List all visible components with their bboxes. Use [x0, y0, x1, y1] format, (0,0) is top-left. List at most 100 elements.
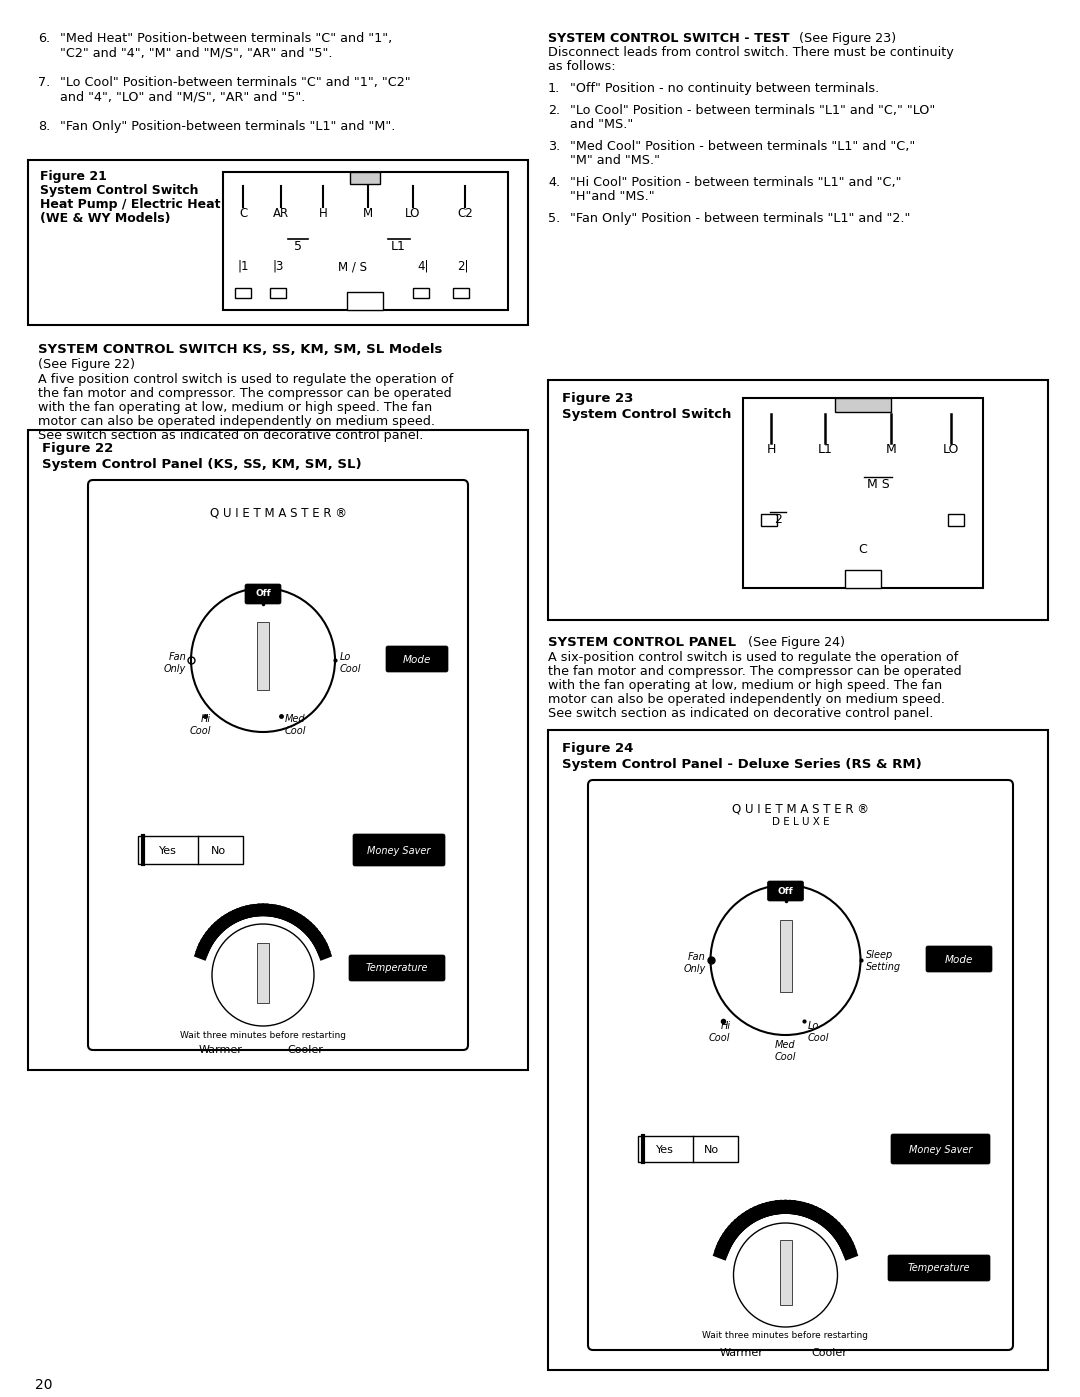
Bar	[413, 288, 429, 298]
Text: Med: Med	[285, 714, 306, 724]
Bar	[835, 398, 891, 412]
Text: Cool: Cool	[808, 1032, 829, 1044]
Text: (See Figure 24): (See Figure 24)	[744, 636, 845, 650]
Text: L1: L1	[391, 240, 405, 253]
Ellipse shape	[212, 923, 314, 1025]
Text: C: C	[859, 543, 867, 556]
Text: "C2" and "4", "M" and "M/S", "AR" and "5".: "C2" and "4", "M" and "M/S", "AR" and "5…	[60, 46, 333, 59]
Text: as follows:: as follows:	[548, 60, 616, 73]
Text: H: H	[319, 207, 327, 219]
Text: 2: 2	[774, 513, 782, 527]
Text: "Lo Cool" Position - between terminals "L1" and "C," "LO": "Lo Cool" Position - between terminals "…	[570, 103, 935, 117]
Text: No: No	[211, 847, 226, 856]
Text: LO: LO	[943, 443, 959, 455]
Bar	[780, 921, 792, 992]
Text: System Control Switch: System Control Switch	[562, 408, 731, 420]
Text: 4|: 4|	[417, 260, 429, 272]
Text: SYSTEM CONTROL SWITCH - TEST: SYSTEM CONTROL SWITCH - TEST	[548, 32, 789, 45]
Text: Cool: Cool	[340, 664, 362, 673]
Text: 6.: 6.	[38, 32, 50, 45]
Text: "Fan Only" Position - between terminals "L1" and "2.": "Fan Only" Position - between terminals …	[570, 212, 910, 225]
Text: Yes: Yes	[159, 847, 177, 856]
Text: 8.: 8.	[38, 120, 51, 133]
FancyBboxPatch shape	[768, 882, 804, 901]
Text: Q U I E T M A S T E R ®: Q U I E T M A S T E R ®	[732, 803, 869, 816]
Bar	[350, 172, 380, 184]
Text: M / S: M / S	[338, 260, 367, 272]
Text: SYSTEM CONTROL PANEL: SYSTEM CONTROL PANEL	[548, 636, 737, 650]
Bar	[235, 288, 251, 298]
Text: and "MS.": and "MS."	[570, 117, 633, 131]
Text: (See Figure 23): (See Figure 23)	[795, 32, 896, 45]
Text: Temperature: Temperature	[908, 1263, 970, 1273]
Bar	[138, 835, 243, 863]
Bar	[761, 514, 777, 527]
FancyBboxPatch shape	[588, 780, 1013, 1350]
Text: Off: Off	[255, 590, 271, 598]
Text: "Hi Cool" Position - between terminals "L1" and "C,": "Hi Cool" Position - between terminals "…	[570, 176, 902, 189]
FancyBboxPatch shape	[386, 645, 448, 672]
Text: 3.: 3.	[548, 140, 561, 154]
Text: M S: M S	[866, 478, 889, 490]
Text: 7.: 7.	[38, 75, 51, 89]
Text: "H"and "MS.": "H"and "MS."	[570, 190, 654, 203]
Text: "Lo Cool" Position-between terminals "C" and "1", "C2": "Lo Cool" Position-between terminals "C"…	[60, 75, 410, 89]
FancyBboxPatch shape	[353, 834, 445, 866]
Ellipse shape	[733, 1222, 837, 1327]
FancyBboxPatch shape	[926, 946, 993, 972]
Text: the fan motor and compressor. The compressor can be operated: the fan motor and compressor. The compre…	[38, 387, 451, 400]
Text: Mode: Mode	[403, 655, 431, 665]
Text: Cool: Cool	[708, 1032, 730, 1044]
Text: SYSTEM CONTROL SWITCH KS, SS, KM, SM, SL Models: SYSTEM CONTROL SWITCH KS, SS, KM, SM, SL…	[38, 344, 443, 356]
Text: Disconnect leads from control switch. There must be continuity: Disconnect leads from control switch. Th…	[548, 46, 954, 59]
Text: 1.: 1.	[548, 82, 561, 95]
Bar	[548, 731, 1048, 1370]
Text: Money Saver: Money Saver	[367, 847, 431, 856]
Text: System Control Panel (KS, SS, KM, SM, SL): System Control Panel (KS, SS, KM, SM, SL…	[42, 458, 362, 471]
FancyBboxPatch shape	[888, 1255, 990, 1281]
Text: C2: C2	[457, 207, 473, 219]
Text: Figure 23: Figure 23	[562, 393, 633, 405]
Bar	[948, 514, 964, 527]
Text: Lo: Lo	[808, 1021, 819, 1031]
Text: Figure 21: Figure 21	[40, 170, 107, 183]
Text: Money Saver: Money Saver	[909, 1146, 973, 1155]
Text: "Med Heat" Position-between terminals "C" and "1",: "Med Heat" Position-between terminals "C…	[60, 32, 392, 45]
Text: 20: 20	[35, 1377, 53, 1391]
Bar	[28, 161, 528, 326]
Text: Mode: Mode	[945, 956, 973, 965]
Text: Cooler: Cooler	[287, 1045, 323, 1055]
Bar	[270, 288, 286, 298]
Text: and "4", "LO" and "M/S", "AR" and "5".: and "4", "LO" and "M/S", "AR" and "5".	[60, 89, 306, 103]
Text: (WE & WY Models): (WE & WY Models)	[40, 212, 171, 225]
Ellipse shape	[711, 886, 861, 1035]
Text: Only: Only	[164, 664, 186, 673]
Text: 5.: 5.	[548, 212, 561, 225]
Text: D E L U X E: D E L U X E	[772, 817, 829, 827]
Text: Warmer: Warmer	[719, 1348, 764, 1358]
Text: System Control Switch: System Control Switch	[40, 184, 199, 197]
Text: LO: LO	[405, 207, 421, 219]
Text: Sleep: Sleep	[865, 950, 893, 960]
Bar	[222, 172, 508, 310]
Bar	[453, 288, 469, 298]
Text: Lo: Lo	[340, 652, 351, 662]
Text: Figure 22: Figure 22	[42, 441, 113, 455]
Text: A six-position control switch is used to regulate the operation of: A six-position control switch is used to…	[548, 651, 958, 664]
Text: motor can also be operated independently on medium speed.: motor can also be operated independently…	[38, 415, 435, 427]
Text: |1: |1	[238, 260, 248, 272]
Text: motor can also be operated independently on medium speed.: motor can also be operated independently…	[548, 693, 945, 705]
Text: A five position control switch is used to regulate the operation of: A five position control switch is used t…	[38, 373, 454, 386]
Text: Q U I E T M A S T E R ®: Q U I E T M A S T E R ®	[210, 507, 347, 520]
Text: System Control Panel - Deluxe Series (RS & RM): System Control Panel - Deluxe Series (RS…	[562, 759, 921, 771]
Text: Off: Off	[778, 887, 794, 895]
Text: 5: 5	[294, 240, 302, 253]
Bar	[743, 398, 983, 588]
Text: "Off" Position - no continuity between terminals.: "Off" Position - no continuity between t…	[570, 82, 879, 95]
Text: |3: |3	[272, 260, 284, 272]
Text: Heat Pump / Electric Heat: Heat Pump / Electric Heat	[40, 198, 220, 211]
Text: (See Figure 22): (See Figure 22)	[38, 358, 135, 372]
Text: Yes: Yes	[656, 1146, 674, 1155]
Bar	[28, 430, 528, 1070]
Text: M: M	[363, 207, 373, 219]
